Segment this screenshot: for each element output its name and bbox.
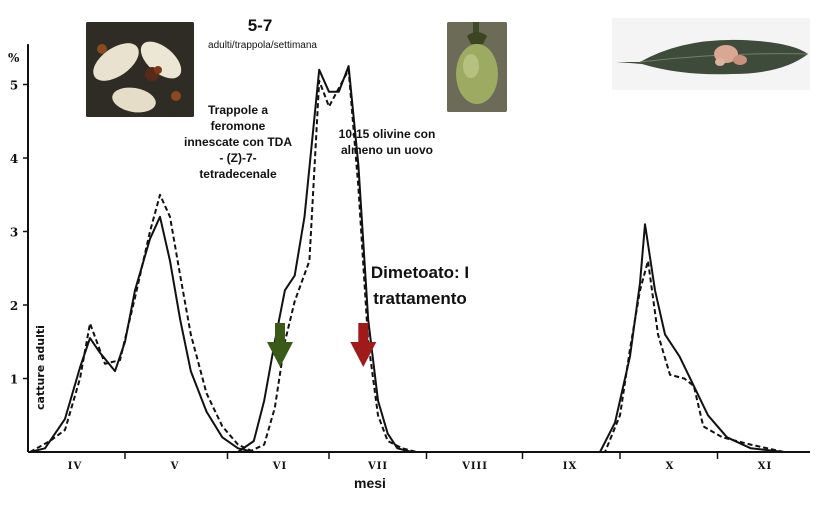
x-tick-label: VII (367, 461, 388, 472)
capture-rate-unit: adulti/trappola/settimana (208, 40, 317, 51)
olive-fruit-photo (447, 22, 507, 112)
x-tick-label: VI (272, 461, 287, 472)
y-tick-label: 3 (10, 226, 18, 240)
chart-axes: 1 2 3 4 5 IV V VI VII VIII IX X XI (10, 44, 810, 472)
y-axis-label: catture adulti (34, 325, 47, 410)
y-tick-label: 4 (10, 152, 18, 166)
down-arrow-icon (350, 323, 377, 367)
series-solid-line-segment (237, 65, 785, 453)
x-tick-label: XI (758, 461, 772, 472)
y-tick-label: 1 (10, 373, 18, 387)
down-arrow-icon (267, 323, 293, 367)
series-solid-line-segment (29, 215, 255, 453)
olive-fly-photo (86, 22, 194, 117)
chart-series (29, 65, 785, 453)
x-tick-label: VIII (461, 461, 488, 472)
egg-infested-olives-note: 10-15 olivine con almeno un uovo (338, 127, 436, 157)
y-tick-label: 5 (10, 79, 18, 93)
x-tick-label: IV (68, 461, 82, 472)
x-tick-label: X (666, 461, 675, 472)
capture-rate-value: 5-7 (247, 16, 273, 35)
series-dashed-line-segment (29, 193, 255, 453)
y-axis-unit: % (8, 51, 20, 65)
y-tick-label: 2 (10, 299, 18, 313)
chart-arrows (267, 323, 377, 367)
pheromone-traps-note: Trappole a feromone innescate con TDA - … (183, 103, 293, 181)
series-dashed-line-segment (248, 68, 785, 453)
x-tick-label: V (170, 461, 180, 472)
x-tick-label: IX (563, 461, 577, 472)
olive-leaf-photo (612, 18, 810, 90)
x-axis-label: mesi (354, 475, 386, 491)
dimethoate-treatment-note: Dimetoato: I trattamento (370, 263, 470, 308)
